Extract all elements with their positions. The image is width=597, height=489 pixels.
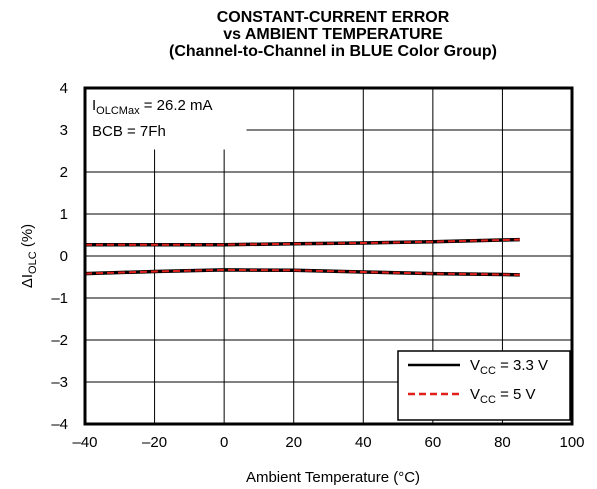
x-tick-label: 80 xyxy=(494,434,511,451)
x-tick-label: 20 xyxy=(285,434,302,451)
y-tick-label: –1 xyxy=(51,290,68,307)
y-tick-label: –2 xyxy=(51,332,68,349)
y-tick-label: 1 xyxy=(60,206,68,223)
plot-frame xyxy=(83,86,574,426)
annotation-bcb: BCB = 7Fh xyxy=(92,123,166,140)
grid xyxy=(85,88,572,424)
chart-title-line: vs AMBIENT TEMPERATURE xyxy=(223,26,443,43)
axis-labels: Ambient Temperature (°C) ΔIOLC (%) xyxy=(19,224,420,486)
y-tick-label: –4 xyxy=(51,416,68,433)
series-lines xyxy=(84,237,520,277)
legend-box xyxy=(397,350,571,421)
chart-title-line: CONSTANT-CURRENT ERROR xyxy=(217,9,450,26)
x-tick-label: 100 xyxy=(559,434,584,451)
y-axis-label-group: ΔIOLC (%) xyxy=(19,224,39,288)
series-vcc-5v-line xyxy=(84,268,520,276)
x-axis-label: Ambient Temperature (°C) xyxy=(246,469,420,486)
y-tick-label: 3 xyxy=(60,122,68,139)
x-tick-label: –20 xyxy=(142,434,167,451)
y-tick-label: 2 xyxy=(60,164,68,181)
x-tick-label: –40 xyxy=(72,434,97,451)
series-vcc-5v-line xyxy=(85,238,520,246)
annotation-current: IOLCMax = 26.2 mA xyxy=(92,97,213,117)
legend-label: VCC = 5 V xyxy=(470,386,536,406)
chart-title-line: (Channel-to-Channel in BLUE Color Group) xyxy=(169,43,497,60)
y-tick-label: 0 xyxy=(60,248,68,265)
x-tick-labels: –40 –20 0 20 40 60 80 100 xyxy=(72,434,584,451)
y-tick-label: 4 xyxy=(60,80,68,97)
y-axis-label: ΔIOLC (%) xyxy=(19,224,39,288)
legend: VCC = 3.3 V VCC = 5 V xyxy=(397,350,571,421)
y-tick-label: –3 xyxy=(51,374,68,391)
x-tick-label: 0 xyxy=(220,434,228,451)
y-tick-labels: –4 –3 –2 –1 0 1 2 3 4 xyxy=(51,80,68,433)
legend-label: VCC = 3.3 V xyxy=(470,357,548,377)
annotation-box: IOLCMax = 26.2 mA BCB = 7Fh xyxy=(86,89,247,150)
x-tick-label: 40 xyxy=(355,434,372,451)
x-tick-label: 60 xyxy=(425,434,442,451)
plot-border xyxy=(83,86,574,426)
annotation-background xyxy=(86,89,247,150)
